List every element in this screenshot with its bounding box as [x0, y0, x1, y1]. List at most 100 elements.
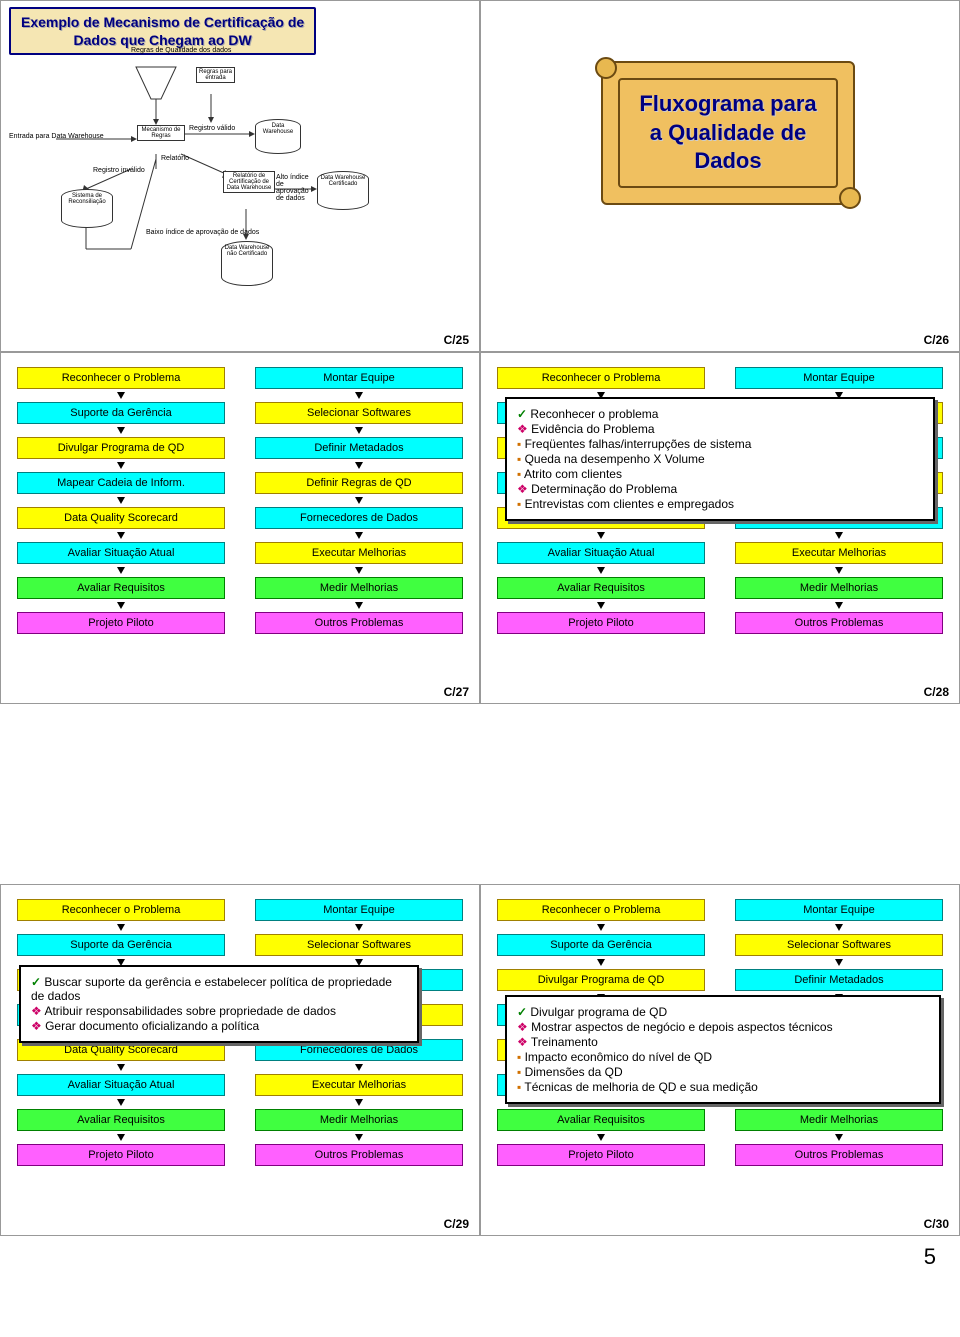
flow-arrow [117, 1064, 125, 1071]
slide-30-footer: C/30 [924, 1217, 949, 1231]
flow-box: Outros Problemas [255, 1144, 463, 1166]
flow-box: Avaliar Situação Atual [497, 542, 705, 564]
flow-box: Definir Regras de QD [255, 472, 463, 494]
lbl-regras-qd: Regras de Qualidade dos dados [131, 47, 231, 54]
flow-box: Selecionar Softwares [735, 934, 943, 956]
page-number: 5 [0, 1236, 960, 1278]
flow-box: Outros Problemas [255, 612, 463, 634]
flow-arrow [355, 532, 363, 539]
box-relatorio-cert: Relatório de Certificação de Data Wareho… [223, 171, 275, 193]
flow-arrow [597, 567, 605, 574]
flow-box: Executar Melhorias [255, 1074, 463, 1096]
flow-box: Medir Melhorias [735, 577, 943, 599]
flow-arrow [835, 532, 843, 539]
flow-arrow [355, 497, 363, 504]
cyl-sistema-rec: Sistema de Reconsiliação [61, 189, 113, 228]
flow-arrow [597, 959, 605, 966]
flow-left-column: Reconhecer o Problema Suporte da Gerência… [17, 899, 225, 1199]
p28-l1: Reconhecer o problema [517, 407, 923, 421]
flow-arrow [355, 924, 363, 931]
flow-box: Avaliar Requisitos [497, 577, 705, 599]
p29-l2: Atribuir responsabilidades sobre proprie… [31, 1004, 407, 1018]
flow-box: Medir Melhorias [255, 577, 463, 599]
popup-28: Reconhecer o problema Evidência do Probl… [505, 397, 935, 521]
flow-arrow [597, 924, 605, 931]
flow-arrow [117, 392, 125, 399]
flow-box: Data Quality Scorecard [17, 507, 225, 529]
flow-box: Projeto Piloto [17, 612, 225, 634]
lbl-entrada-dw: Entrada para Data Warehouse [9, 133, 104, 140]
p30-l4: Impacto econômico do nível de QD [517, 1050, 929, 1064]
flow-right-column: Montar EquipeSelecionar SoftwaresDefinir… [255, 899, 463, 1199]
popup-29: Buscar suporte da gerência e estabelecer… [19, 965, 419, 1043]
flow-box: Outros Problemas [735, 612, 943, 634]
slide-25-title: Exemplo de Mecanismo de Certificação de … [21, 13, 304, 49]
lbl-baixo-indice: Baixo índice de aprovação de dados [146, 229, 259, 236]
slide-28-footer: C/28 [924, 685, 949, 699]
lbl-alto-indice: Alto índice de aprovação de dados [276, 174, 316, 202]
flow-arrow [597, 532, 605, 539]
popup-30: Divulgar programa de QD Mostrar aspectos… [505, 995, 941, 1104]
flowchart-27: Reconhecer o ProblemaSuporte da Gerência… [1, 353, 479, 667]
flow-box: Selecionar Softwares [255, 934, 463, 956]
flow-box: Avaliar Requisitos [17, 577, 225, 599]
flow-right-column: Montar Equipe Selecionar Softwares Definir… [255, 367, 463, 667]
cyl-dw-cert: Data Warehouse Certificado [317, 171, 369, 210]
scroll-banner: Fluxograma para a Qualidade de Dados [601, 61, 855, 205]
flow-arrow [835, 959, 843, 966]
flow-box: Reconhecer o Problema [17, 367, 225, 389]
flow-box: Projeto Piloto [17, 1144, 225, 1166]
flow-arrow [355, 392, 363, 399]
slide-27-footer: C/27 [444, 685, 469, 699]
flow-arrow [835, 567, 843, 574]
slide-25: Exemplo de Mecanismo de Certificação de … [0, 0, 480, 352]
box-mecanismo: Mecanismo de Regras [137, 125, 185, 141]
flow-box: Medir Melhorias [255, 1109, 463, 1131]
lbl-registro-invalido: Registro inválido [93, 167, 145, 174]
cyl-dw: Data Warehouse [255, 119, 301, 154]
p28-l5: Atrito com clientes [517, 467, 923, 481]
slide-29: Reconhecer o Problema Suporte da Gerência… [0, 884, 480, 1236]
flow-arrow [355, 427, 363, 434]
p29-l1: Buscar suporte da gerência e estabelecer… [31, 975, 407, 1003]
flow-arrow [597, 1134, 605, 1141]
certification-diagram: Regras de Qualidade dos dados Regras par… [1, 49, 479, 309]
flow-arrow [117, 567, 125, 574]
p30-l1: Divulgar programa de QD [517, 1005, 929, 1019]
flow-arrow [117, 1134, 125, 1141]
flow-arrow [355, 602, 363, 609]
flow-box: Executar Melhorias [735, 542, 943, 564]
slide-27: Reconhecer o ProblemaSuporte da Gerência… [0, 352, 480, 704]
flow-arrow [355, 1064, 363, 1071]
p30-l5: Dimensões da QD [517, 1065, 929, 1079]
flow-arrow [117, 427, 125, 434]
p29-l3: Gerar documento oficializando a política [31, 1019, 407, 1033]
cyl-dw-nao-cert: Data Warehouse não Certificado [221, 241, 273, 286]
flow-box: Fornecedores de Dados [255, 507, 463, 529]
p30-l3: Treinamento [517, 1035, 929, 1049]
flow-box: Projeto Piloto [497, 612, 705, 634]
p30-l2: Mostrar aspectos de negócio e depois asp… [517, 1020, 929, 1034]
p28-l6: Determinação do Problema [517, 482, 923, 496]
slide-26-title: Fluxograma para a Qualidade de Dados [639, 90, 816, 176]
flow-arrow [117, 602, 125, 609]
flow-box: Definir Metadados [255, 437, 463, 459]
flow-arrow [355, 462, 363, 469]
lbl-registro-valido: Registro válido [189, 125, 235, 132]
slide-30: Reconhecer o ProblemaSuporte da Gerência… [480, 884, 960, 1236]
slide-29-footer: C/29 [444, 1217, 469, 1231]
flow-arrow [117, 532, 125, 539]
flow-box: Reconhecer o Problema [17, 899, 225, 921]
flow-arrow [117, 924, 125, 931]
flow-arrow [835, 1134, 843, 1141]
flow-box: Suporte da Gerência [17, 934, 225, 956]
flow-box: Montar Equipe [255, 367, 463, 389]
flow-arrow [835, 924, 843, 931]
p28-l3: Freqüentes falhas/interrupções de sistem… [517, 437, 923, 451]
flow-box: Selecionar Softwares [255, 402, 463, 424]
flow-arrow [117, 462, 125, 469]
flow-box: Avaliar Situação Atual [17, 1074, 225, 1096]
flow-box: Avaliar Requisitos [17, 1109, 225, 1131]
flow-box: Projeto Piloto [497, 1144, 705, 1166]
scroll-curl-tl [595, 57, 617, 79]
